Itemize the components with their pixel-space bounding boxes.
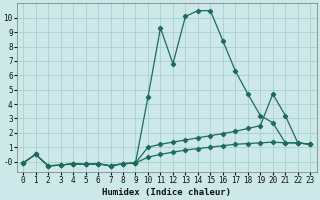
X-axis label: Humidex (Indice chaleur): Humidex (Indice chaleur) <box>102 188 231 197</box>
